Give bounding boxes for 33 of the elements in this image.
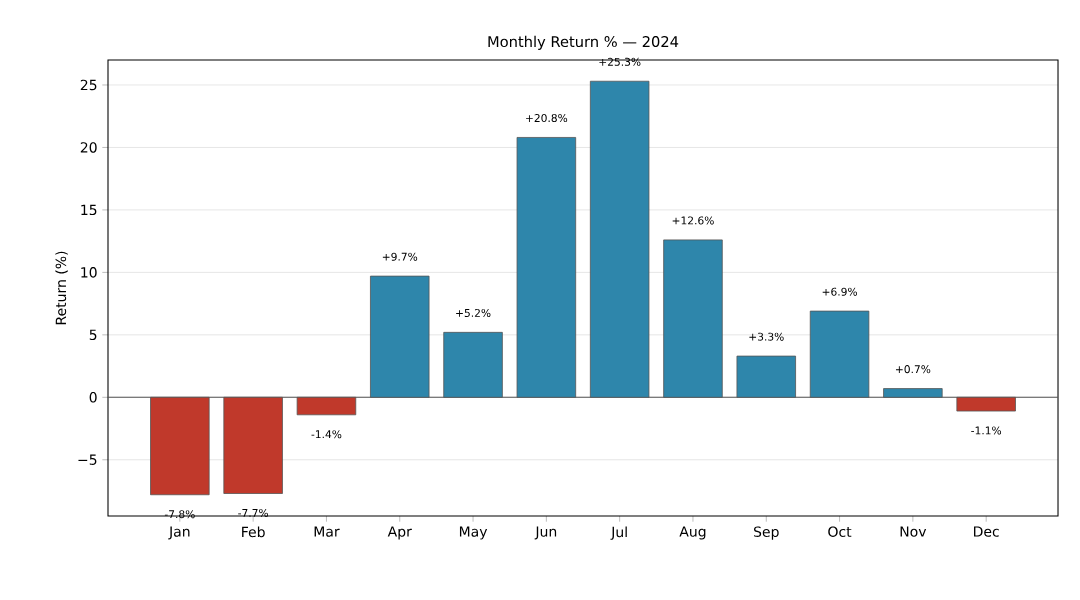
y-tick-label: 15 [81,204,97,216]
y-tick-label: 10 [81,267,97,278]
y-tick-label: 25 [80,79,97,91]
x-tick-label: Jun [534,526,557,540]
x-tick-label: Jul [610,526,627,540]
data-label: -7.7% [238,508,269,517]
data-label: +20.8% [526,114,568,123]
x-tick-label: Mar [314,526,340,537]
data-label: +9.7% [382,252,418,261]
data-label: -1.1% [971,426,1002,435]
data-label: +3.3% [749,332,784,341]
y-tick-label: 0 [89,392,97,403]
data-label: +25.3% [599,57,641,66]
chart-title: Monthly Return % — 2024 [488,35,679,50]
x-tick-label: Feb [242,526,265,538]
x-tick-label: Dec [974,526,999,537]
x-tick-label: Nov [900,526,927,537]
x-tick-label: Apr [387,526,412,540]
data-label: -7.8% [164,510,195,519]
y-axis-title: Return (%) [55,251,68,325]
x-tick-label: May [459,526,488,540]
data-label: +0.7% [895,365,931,374]
x-tick-label: Jan [168,526,190,540]
data-label: +12.6% [672,216,714,225]
y-tick-label: −5 [78,454,97,465]
x-tick-label: Aug [679,526,706,540]
data-label: +5.2% [456,308,491,317]
y-tick-label: 5 [89,329,97,341]
data-label: -1.4% [311,430,342,439]
x-tick-label: Sep [753,526,779,540]
y-tick-label: 20 [80,142,97,153]
x-tick-label: Oct [828,526,852,537]
data-label: +6.9% [822,287,857,296]
